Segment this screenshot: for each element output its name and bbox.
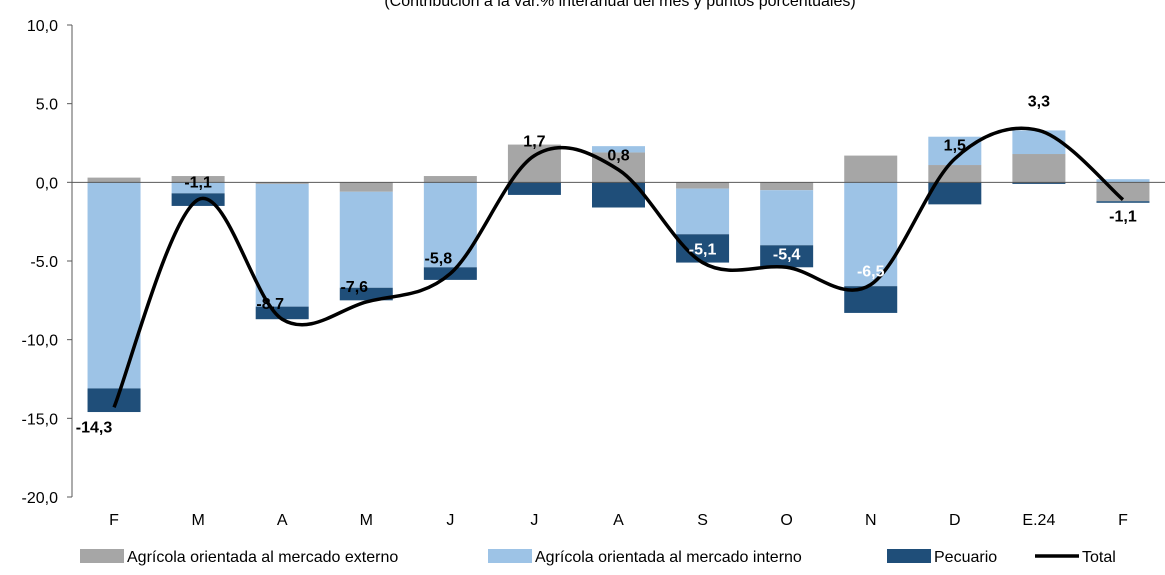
x-tick-label: M bbox=[360, 512, 373, 529]
total-data-label: -5,4 bbox=[773, 246, 801, 263]
bar-s2-8 bbox=[760, 245, 814, 268]
y-tick-label: -5.0 bbox=[30, 254, 58, 271]
bar-s1-12 bbox=[1096, 179, 1150, 183]
bar-s2-2 bbox=[255, 306, 309, 320]
x-tick-label: F bbox=[109, 512, 119, 529]
total-data-label: 0,8 bbox=[607, 148, 629, 165]
bar-s0-2 bbox=[255, 182, 309, 184]
bar-s0-1 bbox=[171, 176, 225, 183]
legend-interno-label: Agrícola orientada al mercado interno bbox=[535, 549, 802, 566]
bar-s0-9 bbox=[844, 155, 898, 183]
bar-s1-1 bbox=[171, 182, 225, 194]
total-data-label: -8,7 bbox=[256, 296, 284, 313]
x-tick-label: E.24 bbox=[1022, 512, 1055, 529]
x-tick-label: A bbox=[277, 512, 288, 529]
bar-s1-2 bbox=[255, 183, 309, 307]
bar-s0-0 bbox=[87, 177, 141, 183]
total-data-label: 1,5 bbox=[944, 138, 966, 155]
bar-s1-9 bbox=[844, 182, 898, 287]
x-tick-label: D bbox=[949, 512, 961, 529]
bar-s2-5 bbox=[507, 182, 561, 195]
total-data-label: 1,7 bbox=[523, 134, 545, 151]
bar-s2-0 bbox=[87, 388, 141, 413]
total-line bbox=[112, 126, 1125, 408]
bar-s1-6 bbox=[592, 146, 645, 153]
total-data-label: -14,3 bbox=[76, 419, 113, 436]
bar-s0-8 bbox=[760, 182, 814, 191]
y-tick-label: 5.0 bbox=[36, 97, 58, 114]
bar-s0-4 bbox=[423, 176, 477, 183]
legend-externo-label: Agrícola orientada al mercado externo bbox=[127, 549, 398, 566]
bar-s1-7 bbox=[676, 188, 730, 235]
bar-s0-6 bbox=[592, 152, 645, 183]
x-tick-label: J bbox=[446, 512, 454, 529]
chart-title: (Contribución a la var.% interanual del … bbox=[384, 0, 855, 10]
y-tick-label: -20,0 bbox=[22, 490, 59, 507]
x-tick-label: F bbox=[1118, 512, 1128, 529]
bar-s0-11 bbox=[1012, 154, 1066, 183]
legend-interno-swatch bbox=[488, 549, 532, 563]
legend: Agrícola orientada al mercado externo Agr… bbox=[80, 549, 1116, 566]
y-tick-label: -15,0 bbox=[22, 411, 59, 428]
axes-layer: 10,0 5.0 0,0 -5.0 -10,0 -15,0 -20,0 F M A M J J A S O N D… bbox=[22, 18, 1165, 529]
total-data-label: -1,1 bbox=[1109, 209, 1137, 226]
bar-s1-8 bbox=[760, 190, 814, 246]
bar-s0-3 bbox=[339, 182, 393, 192]
x-tick-label: O bbox=[780, 512, 792, 529]
total-data-label: -5,1 bbox=[689, 242, 717, 259]
total-data-label: -5,8 bbox=[425, 251, 453, 268]
bar-s1-11 bbox=[1012, 130, 1066, 155]
total-data-label: -6,5 bbox=[857, 264, 885, 281]
bar-s2-12 bbox=[1096, 201, 1150, 203]
bar-s1-0 bbox=[87, 182, 141, 389]
total-data-label: 3,3 bbox=[1028, 93, 1050, 110]
x-tick-label: A bbox=[613, 512, 624, 529]
bar-s2-3 bbox=[339, 287, 393, 301]
x-tick-label: S bbox=[697, 512, 708, 529]
total-data-label: -7,6 bbox=[340, 279, 368, 296]
y-tick-label: -10,0 bbox=[22, 333, 59, 350]
bars-layer bbox=[87, 130, 1150, 413]
total-data-label: -1,1 bbox=[184, 175, 212, 192]
bar-s2-11 bbox=[1012, 182, 1066, 184]
data-labels-layer: -14,3 -1,1 -8,7 -7,6 -5,8 1,7 0,8 -5,1 -5,4 -6,5 1… bbox=[76, 93, 1137, 436]
x-tick-label: N bbox=[865, 512, 877, 529]
x-tick-label: M bbox=[191, 512, 204, 529]
legend-externo-swatch bbox=[80, 549, 124, 563]
bar-s0-10 bbox=[928, 165, 982, 183]
legend-pecuario-swatch bbox=[887, 549, 931, 563]
legend-total-label: Total bbox=[1082, 549, 1116, 566]
bar-s2-10 bbox=[928, 182, 982, 205]
legend-pecuario-label: Pecuario bbox=[934, 549, 997, 566]
x-tick-label: J bbox=[530, 512, 538, 529]
bar-s0-7 bbox=[676, 182, 730, 189]
total-line-layer bbox=[112, 126, 1125, 408]
y-tick-label: 0,0 bbox=[36, 175, 58, 192]
y-tick-label: 10,0 bbox=[27, 18, 58, 35]
bar-s1-3 bbox=[339, 191, 393, 288]
